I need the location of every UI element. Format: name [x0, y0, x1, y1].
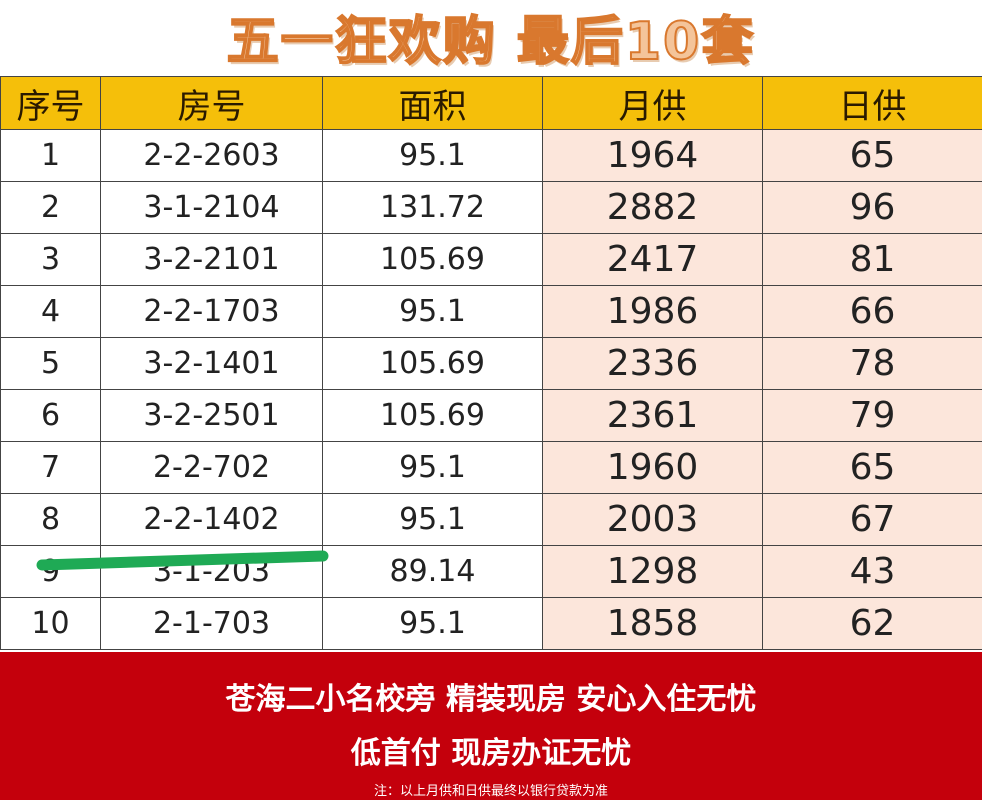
cell-daily: 79 [762, 389, 982, 442]
header-daily: 日供 [762, 76, 982, 130]
cell-unit: 3-1-203 [100, 545, 323, 598]
table-row: 8 2-2-1402 95.1 2003 67 [0, 493, 982, 546]
cell-area: 95.1 [322, 285, 543, 338]
cell-index: 8 [0, 493, 101, 546]
page-title: 五一狂欢购 最后10套 [226, 11, 756, 73]
cell-monthly: 2361 [542, 389, 763, 442]
cell-monthly: 1298 [542, 545, 763, 598]
cell-monthly: 2003 [542, 493, 763, 546]
table-header: 序号 房号 面积 月供 日供 [0, 76, 982, 130]
cell-unit: 2-1-703 [100, 597, 323, 650]
cell-monthly: 1964 [542, 129, 763, 182]
cell-area: 131.72 [322, 181, 543, 234]
cell-monthly: 2882 [542, 181, 763, 234]
cell-daily: 65 [762, 441, 982, 494]
cell-daily: 65 [762, 129, 982, 182]
table-row: 7 2-2-702 95.1 1960 65 [0, 441, 982, 494]
cell-unit: 3-2-2501 [100, 389, 323, 442]
table-row: 10 2-1-703 95.1 1858 62 [0, 597, 982, 650]
table-row: 5 3-2-1401 105.69 2336 78 [0, 337, 982, 390]
table-row: 2 3-1-2104 131.72 2882 96 [0, 181, 982, 234]
cell-area: 95.1 [322, 441, 543, 494]
cell-unit: 3-2-1401 [100, 337, 323, 390]
cell-area: 95.1 [322, 129, 543, 182]
header-index: 序号 [0, 76, 101, 130]
header-monthly: 月供 [542, 76, 763, 130]
promo-line-2: 低首付 现房办证无忧 [350, 736, 632, 771]
cell-daily: 66 [762, 285, 982, 338]
header-unit: 房号 [100, 76, 323, 130]
cell-monthly: 2417 [542, 233, 763, 286]
cell-monthly: 1960 [542, 441, 763, 494]
table-row: 6 3-2-2501 105.69 2361 79 [0, 389, 982, 442]
cell-index: 7 [0, 441, 101, 494]
cell-unit: 3-2-2101 [100, 233, 323, 286]
promo-footer: 苍海二小名校旁 精装现房 安心入住无忧 低首付 现房办证无忧 注：以上月供和日供… [0, 652, 982, 800]
cell-area: 105.69 [322, 337, 543, 390]
cell-area: 95.1 [322, 493, 543, 546]
cell-unit: 2-2-1703 [100, 285, 323, 338]
cell-monthly: 1986 [542, 285, 763, 338]
table-row: 9 3-1-203 89.14 1298 43 [0, 545, 982, 598]
cell-daily: 67 [762, 493, 982, 546]
cell-index: 5 [0, 337, 101, 390]
cell-index: 2 [0, 181, 101, 234]
cell-monthly: 1858 [542, 597, 763, 650]
cell-area: 105.69 [322, 233, 543, 286]
cell-index: 9 [0, 545, 101, 598]
cell-daily: 81 [762, 233, 982, 286]
cell-index: 6 [0, 389, 101, 442]
cell-index: 4 [0, 285, 101, 338]
cell-daily: 43 [762, 545, 982, 598]
cell-index: 1 [0, 129, 101, 182]
listing-table: 序号 房号 面积 月供 日供 1 2-2-2603 95.1 1964 65 2 3-1-2… [0, 76, 982, 650]
table-row: 1 2-2-2603 95.1 1964 65 [0, 129, 982, 182]
cell-index: 3 [0, 233, 101, 286]
cell-unit: 3-1-2104 [100, 181, 323, 234]
cell-area: 105.69 [322, 389, 543, 442]
footnote: 注：以上月供和日供最终以银行贷款为准 [373, 784, 608, 799]
cell-monthly: 2336 [542, 337, 763, 390]
table-row: 3 3-2-2101 105.69 2417 81 [0, 233, 982, 286]
cell-unit: 2-2-2603 [100, 129, 323, 182]
cell-area: 89.14 [322, 545, 543, 598]
table-row: 4 2-2-1703 95.1 1986 66 [0, 285, 982, 338]
cell-index: 10 [0, 597, 101, 650]
cell-unit: 2-2-1402 [100, 493, 323, 546]
cell-daily: 62 [762, 597, 982, 650]
promo-line-1: 苍海二小名校旁 精装现房 安心入住无忧 [225, 682, 757, 717]
cell-unit: 2-2-702 [100, 441, 323, 494]
cell-daily: 78 [762, 337, 982, 390]
header-area: 面积 [322, 76, 543, 130]
cell-area: 95.1 [322, 597, 543, 650]
cell-daily: 96 [762, 181, 982, 234]
